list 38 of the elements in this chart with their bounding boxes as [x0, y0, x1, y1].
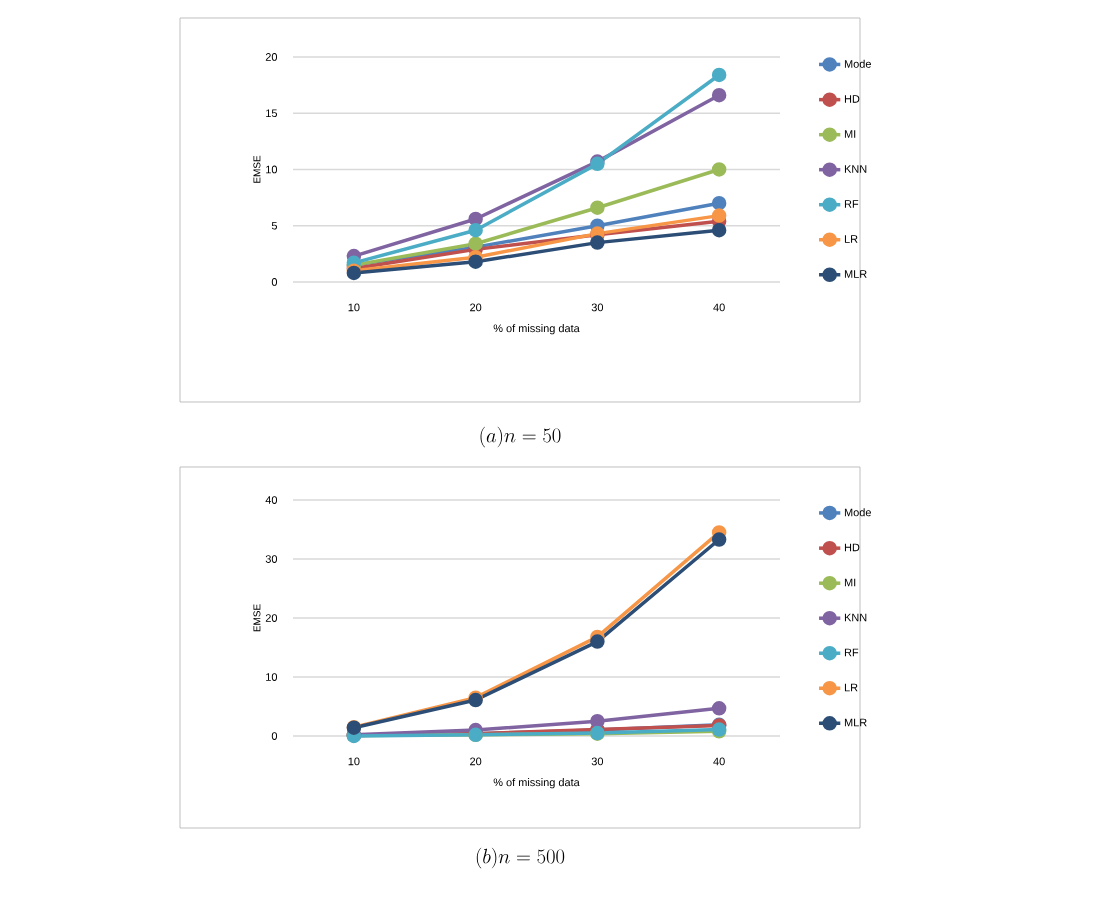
y-tick-label: 30 — [265, 555, 278, 563]
legend-label: HD — [844, 543, 860, 552]
legend-label: Mode — [844, 508, 871, 517]
legend-label: MI — [844, 578, 856, 587]
y-tick-label: 10 — [266, 165, 278, 174]
legend-label: LR — [844, 235, 858, 243]
y-axis-title: EMSE — [253, 604, 261, 632]
x-tick-label: 40 — [713, 303, 725, 312]
x-tick-label: 20 — [470, 757, 482, 766]
y-axis-title: EMSE — [253, 155, 261, 183]
y-tick-label: 0 — [271, 732, 278, 740]
legend-label: KNN — [844, 613, 867, 622]
x-tick-label: 10 — [348, 757, 360, 766]
legend-label: LR — [844, 683, 858, 692]
x-tick-label: 30 — [591, 757, 604, 766]
legend-label: KNN — [844, 165, 867, 173]
y-tick-label: 20 — [265, 53, 278, 61]
y-tick-label: 15 — [266, 109, 278, 118]
legend-label: RF — [844, 200, 859, 208]
text: $(b)n = 500$ — [476, 847, 565, 869]
legend-label: RF — [844, 648, 859, 657]
y-tick-label: 10 — [266, 673, 278, 681]
y-tick-label: 0 — [271, 278, 278, 286]
legend-label: MLR — [844, 270, 867, 278]
y-tick-label: 40 — [265, 496, 278, 504]
legend-label: HD — [844, 95, 860, 103]
legend-label: MLR — [844, 718, 867, 727]
x-axis-title: % of missing data — [493, 324, 580, 335]
x-tick-label: 40 — [713, 757, 725, 766]
y-tick-label: 20 — [265, 614, 278, 622]
legend-label: Mode — [844, 59, 871, 68]
y-tick-label: 5 — [271, 221, 278, 230]
text: $(a)n = 50$ — [480, 426, 561, 448]
x-tick-label: 20 — [470, 303, 482, 312]
x-axis-title: % of missing data — [493, 778, 580, 789]
x-tick-label: 30 — [591, 303, 604, 312]
legend-label: MI — [844, 130, 856, 138]
x-tick-label: 10 — [348, 303, 360, 312]
